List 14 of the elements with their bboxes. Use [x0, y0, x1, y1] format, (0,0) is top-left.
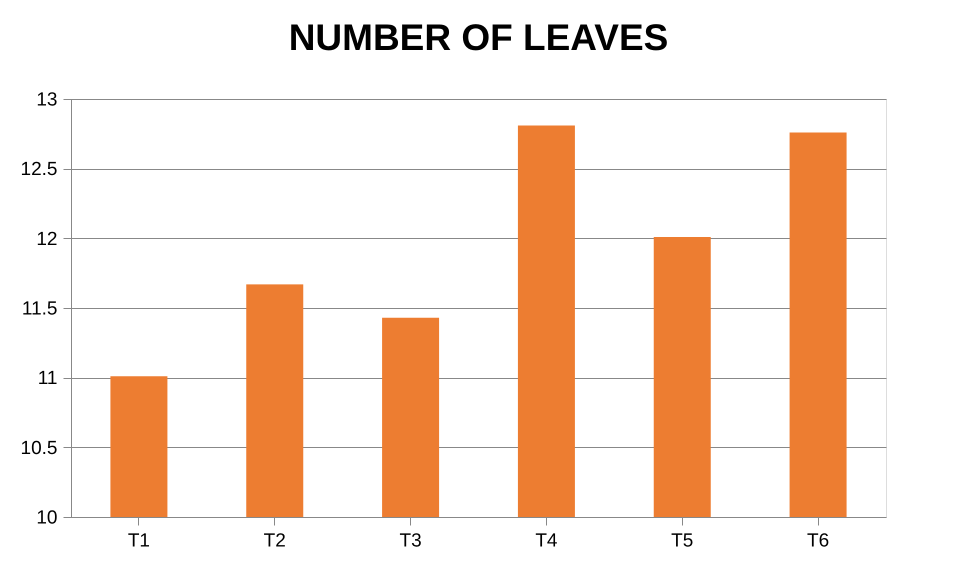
y-tick-label: 13 [36, 90, 58, 110]
x-tick-label: T3 [399, 530, 422, 552]
y-tick-label: 10 [36, 508, 58, 528]
y-tick-label: 10.5 [20, 438, 58, 459]
y-tick-label: 11 [38, 368, 58, 390]
x-tick-label: T4 [535, 530, 558, 552]
x-tick-label: T5 [671, 530, 694, 552]
x-tick-label: T2 [264, 530, 286, 552]
y-tick-label: 11.5 [22, 298, 58, 320]
chart-title: NUMBER OF LEAVES [288, 17, 668, 58]
y-tick-label: 12.5 [20, 159, 58, 180]
x-tick-label: T6 [806, 530, 830, 552]
y-tick-label: 12 [36, 228, 58, 250]
x-tick-label: T1 [128, 530, 150, 552]
